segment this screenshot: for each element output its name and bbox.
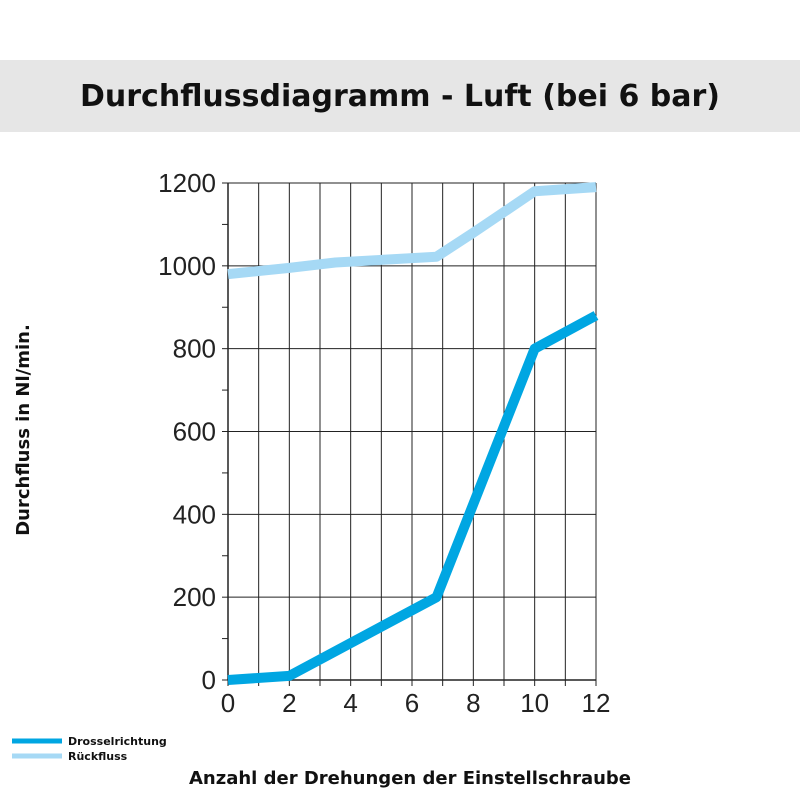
y-tick-label: 200 [173,582,216,612]
y-tick-label: 1200 [158,168,216,198]
y-tick-labels: 0 200 400 600 800 1000 1200 [158,168,216,695]
y-tick-label: 800 [173,334,216,364]
x-tick-label: 4 [343,688,357,718]
x-tick-label: 10 [520,688,549,718]
x-tick-label: 8 [466,688,480,718]
series-line-drosselrichtung [227,311,599,685]
y-tick-label: 600 [173,417,216,447]
x-tick-label: 2 [282,688,296,718]
x-axis-label: Anzahl der Drehungen der Einstellschraub… [189,768,631,789]
y-tick-label: 400 [173,499,216,529]
x-tick-label: 12 [582,688,611,718]
legend-label: Drosselrichtung [68,735,167,748]
x-tick-label: 0 [221,688,235,718]
y-tick-label: 1000 [158,251,216,281]
legend: Drosselrichtung Rückfluss [12,735,167,763]
x-tick-labels: 0 2 4 6 8 10 12 [221,688,611,718]
y-axis-label: Durchfluss in Nl/min. [13,324,34,536]
chart-title: Durchflussdiagramm - Luft (bei 6 bar) [80,78,720,114]
x-tick-label: 6 [405,688,419,718]
y-tick-label: 0 [202,665,216,695]
series-layer [227,182,599,685]
series-line-rueckfluss [227,182,597,280]
legend-label: Rückfluss [68,750,128,763]
title-bar: Durchflussdiagramm - Luft (bei 6 bar) [0,60,800,132]
